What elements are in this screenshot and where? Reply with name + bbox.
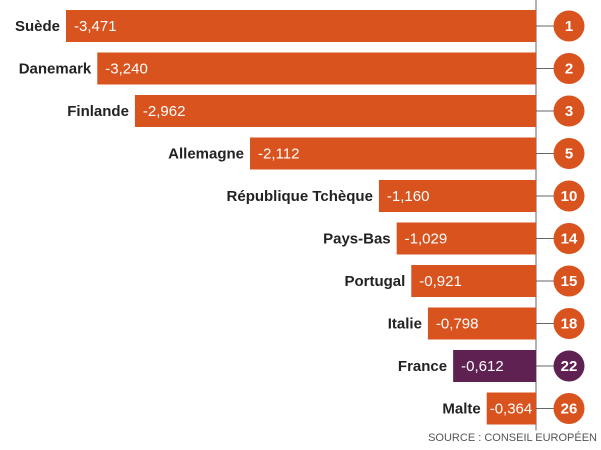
- rank-number: 14: [561, 231, 578, 248]
- value-label: -2,112: [258, 146, 299, 163]
- rank-number: 2: [565, 61, 573, 78]
- bar: [97, 52, 536, 85]
- bar: [411, 265, 536, 297]
- rank-badge: [553, 265, 585, 297]
- rank-badge: [553, 10, 585, 42]
- rank-badge: [553, 350, 585, 382]
- bar: [378, 180, 536, 212]
- rank-number: 10: [561, 188, 578, 205]
- rank-badge: [553, 138, 585, 169]
- rank-number: 1: [565, 18, 573, 35]
- value-label: -0,921: [419, 273, 462, 290]
- rank-badge: [553, 393, 585, 424]
- value-label: -3,471: [74, 18, 117, 35]
- bar: [250, 137, 536, 170]
- category-label: Italie: [388, 316, 422, 333]
- rank-badge: [553, 308, 585, 339]
- category-label: Pays-Bas: [323, 231, 391, 248]
- category-label: Malte: [442, 401, 480, 418]
- rank-number: 3: [565, 103, 573, 120]
- rank-number: 15: [561, 273, 578, 290]
- rank-badge: [553, 95, 585, 127]
- rank-number: 26: [561, 401, 578, 418]
- value-label: -0,798: [436, 316, 479, 333]
- value-label: -0,364: [490, 401, 533, 418]
- category-label: Portugal: [344, 273, 405, 290]
- value-label: -1,160: [387, 188, 430, 205]
- bar: [427, 307, 536, 340]
- rank-number: 22: [561, 358, 578, 375]
- rank-badge: [553, 223, 585, 254]
- bar: [134, 95, 537, 127]
- category-label: Allemagne: [168, 146, 244, 163]
- bar: [66, 10, 536, 42]
- value-label: -2,962: [143, 103, 186, 120]
- rank-badge: [553, 180, 585, 212]
- bar: [486, 392, 536, 425]
- bar: [453, 350, 536, 382]
- category-label: République Tchèque: [227, 188, 373, 205]
- value-label: -3,240: [105, 61, 148, 78]
- rank-number: 5: [565, 146, 573, 163]
- category-label: Finlande: [67, 103, 129, 120]
- category-label: Danemark: [19, 61, 92, 78]
- bar: [396, 222, 536, 255]
- category-label: Suède: [15, 18, 60, 35]
- value-label: -1,029: [405, 231, 448, 248]
- value-label: -0,612: [461, 358, 504, 375]
- rank-number: 18: [561, 316, 578, 333]
- category-label: France: [398, 358, 447, 375]
- rank-badge: [553, 53, 585, 84]
- source-note: SOURCE : CONSEIL EUROPÉEN: [428, 432, 597, 444]
